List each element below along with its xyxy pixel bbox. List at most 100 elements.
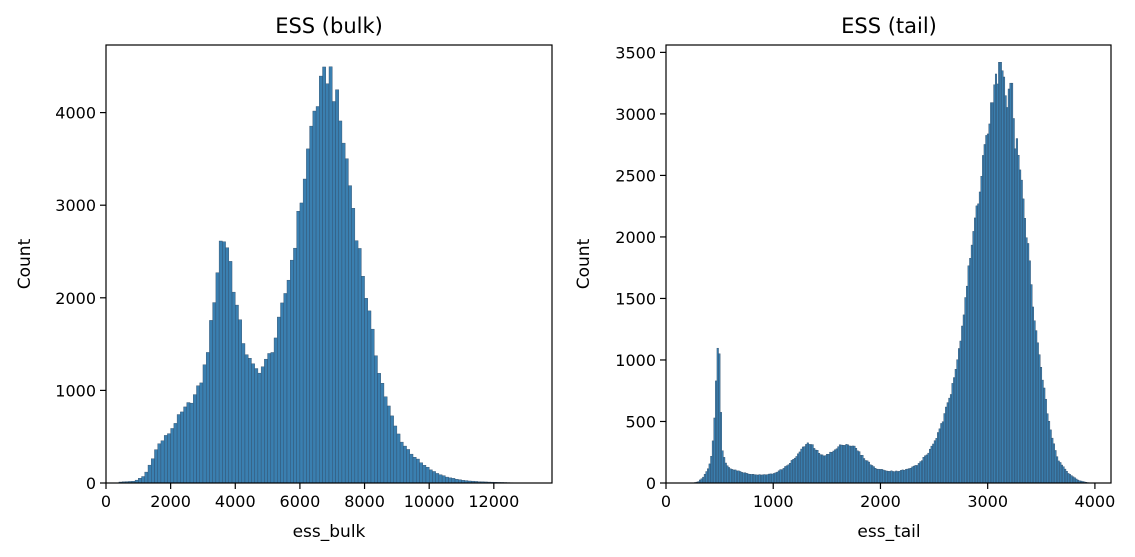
y-tick-label: 2000 [55,289,96,308]
histogram-bar [144,471,149,484]
histogram-bar [715,380,718,484]
x-axis-label: ess_bulk [293,522,366,542]
histogram-bar [299,202,304,484]
histogram-bar [1006,107,1009,484]
histogram-bar [367,310,372,484]
histogram-bar [933,440,936,484]
histogram-bar [890,470,893,484]
histogram-bar [855,448,858,484]
histogram-bar [784,466,787,484]
histogram-bar [789,463,792,484]
histogram-bar [267,353,272,484]
histogram-bar [736,470,739,484]
histogram-bar [998,62,1001,484]
histogram-bar [882,469,885,484]
histogram-bar [888,471,891,484]
histogram-bar [811,444,814,484]
histogram-bar [803,446,806,484]
histogram-bar [941,421,944,484]
histogram-bar [341,142,346,484]
histogram-bar [228,261,233,484]
histogram-bar [419,462,423,484]
histogram-bar [386,405,391,484]
histogram-bar [710,456,713,484]
histogram-bar [769,473,772,484]
histogram-bar [850,445,853,484]
histogram-bar [961,325,964,484]
histogram-bar [969,258,972,484]
histogram-bar [1041,379,1044,484]
histogram-bar [940,423,943,484]
histogram-bar [977,203,980,484]
histogram-bar [1057,460,1060,484]
histogram-bar [943,413,946,484]
histogram-bar [731,469,734,484]
histogram-bar [900,470,903,484]
histogram-bar [994,73,998,484]
x-tick-label: 12000 [468,492,519,511]
histogram-bar [1020,179,1023,484]
histogram-bar [958,348,961,484]
histogram-bar [247,358,252,484]
histogram-bar [982,155,985,484]
histogram-bar [949,394,952,484]
histogram-bar [273,337,278,484]
histogram-bar [383,396,388,484]
histogram-bar [869,464,872,484]
histogram-bar [183,406,188,484]
histogram-bar [911,466,914,484]
histogram-bar [758,474,761,484]
histogram-bar [792,459,795,484]
histogram-bar [832,450,835,484]
histogram-bar [202,364,207,484]
histogram-bar [830,452,833,484]
histogram-bar [895,470,898,484]
histogram-bar [872,466,875,484]
histogram-bar [319,75,323,484]
histogram-bar [756,474,759,484]
histogram-bar [403,445,407,484]
x-axis-label: ess_tail [857,522,920,542]
histogram-bar [744,472,747,484]
histogram-bar [732,469,735,484]
histogram-bar [351,208,356,484]
histogram-bar [916,465,919,484]
histogram-bar [810,444,813,484]
histogram-bar [1044,398,1047,484]
histogram-bar [209,320,213,484]
histogram-bar [1025,237,1028,484]
histogram-bar [843,445,846,484]
histogram-bar [908,468,911,484]
histogram-bar [1075,478,1078,484]
histogram-bar [742,472,745,484]
histogram-bar [798,451,801,484]
histogram-bar [801,446,804,484]
histogram-bar [422,465,427,484]
x-tick-label: 6000 [280,492,321,511]
histogram-bar [173,423,178,484]
histogram-bar [922,457,925,484]
histogram-bar [996,83,999,484]
histogram-bar [993,84,996,484]
histogram-bar [842,445,845,484]
histogram-bar [425,466,430,484]
histogram-bar [1072,476,1075,484]
histogram-bar [1046,413,1049,484]
histogram-bar [787,464,790,484]
histogram-bar [361,276,365,484]
histogram-bar [332,101,336,484]
histogram-bar [835,448,838,484]
histogram-bar [416,458,420,484]
histogram-bar [348,185,352,484]
histogram-bar [985,135,988,484]
histogram-bar [790,460,793,484]
histogram-bar [859,455,862,484]
histogram-bar [241,343,246,484]
histogram-bar [764,474,768,484]
histogram-bar [167,433,171,484]
x-axis-ticks: 0 1000 2000 3000 4000 [661,483,1115,511]
histogram-bar [956,359,959,484]
histogram-bar [270,352,275,484]
histogram-bar [822,455,825,484]
